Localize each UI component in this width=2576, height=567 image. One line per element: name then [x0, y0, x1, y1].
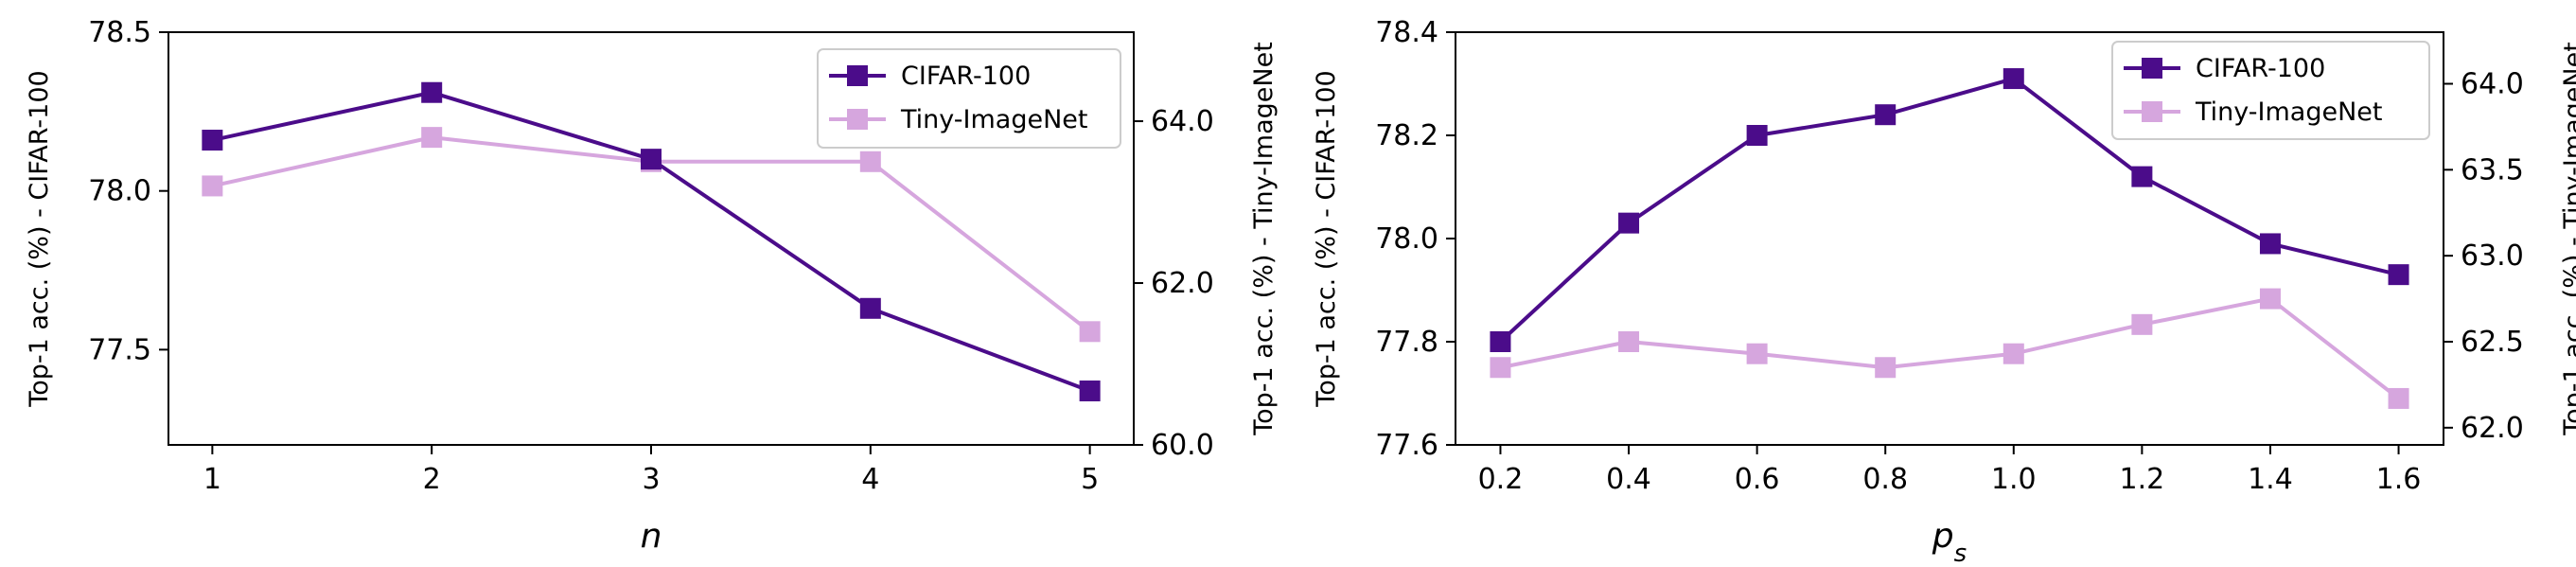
data-point: [2003, 343, 2024, 364]
x-tick-label: 1.0: [1991, 463, 2037, 496]
data-point: [2259, 288, 2281, 310]
series-cifar-100: [202, 81, 1101, 401]
data-point: [1875, 357, 1897, 379]
series-line: [1500, 296, 2400, 400]
y-right-tick-label: 64.0: [1151, 105, 1214, 138]
legend: CIFAR-100 Tiny-ImageNet: [2111, 41, 2430, 140]
data-point: [421, 127, 443, 149]
y-left-axis-label: Top-1 acc. (%) - CIFAR-100: [25, 70, 54, 407]
x-axis-label: ps: [1932, 517, 1967, 562]
data-point: [1618, 331, 1640, 352]
x-tick-label: 3: [642, 463, 660, 496]
data-point: [2388, 387, 2409, 409]
chart-1: 1 2 3 4 5 77.5 78.0 78.5 60.0 62.0 64.0 Top-1 acc. …: [25, 16, 1279, 556]
y-right-tick-label: 63.0: [2461, 239, 2524, 273]
series-line: [1499, 77, 2400, 344]
data-point: [1618, 212, 1640, 234]
legend-marker: [847, 109, 868, 130]
y-right-tick-label: 62.0: [1151, 267, 1214, 300]
legend-marker: [2142, 101, 2162, 122]
y-left-tick-label: 77.5: [88, 333, 151, 366]
data-point: [2388, 264, 2409, 286]
data-point: [641, 149, 662, 170]
data-point: [859, 151, 881, 172]
data-point: [1875, 104, 1897, 126]
legend-label: CIFAR-100: [2196, 54, 2325, 83]
chart-2: 0.2 0.4 0.6 0.8 1.0 1.2 1.4 1.6 77.6 77.8 78.0 78.2…: [1312, 16, 2576, 567]
data-point: [859, 297, 881, 319]
y-right-tick-label: 64.0: [2461, 68, 2524, 101]
legend-box: [817, 48, 1121, 149]
y-right-axis-label: Top-1 acc. (%) - Tiny-ImageNet: [2559, 42, 2576, 436]
y-right-tick-label: 63.5: [2461, 153, 2524, 186]
x-tick-label: 5: [1081, 463, 1099, 496]
data-point: [2259, 233, 2281, 255]
legend-marker: [847, 65, 868, 86]
data-point: [1746, 125, 1768, 146]
x-tick-label: 1: [203, 463, 221, 496]
x-tick-label: 4: [861, 463, 879, 496]
y-right-tick-label: 62.5: [2461, 326, 2524, 359]
y-right-tick-label: 62.0: [2461, 412, 2524, 445]
x-tick-label: 0.2: [1478, 463, 1524, 496]
legend-label: Tiny-ImageNet: [2195, 97, 2382, 127]
legend-marker: [2142, 58, 2162, 79]
x-axis-label: n: [641, 517, 662, 556]
data-point: [2131, 166, 2153, 187]
y-left-axis-label: Top-1 acc. (%) - CIFAR-100: [1312, 70, 1341, 407]
x-tick-label: 0.8: [1862, 463, 1908, 496]
x-tick-label: 2: [423, 463, 441, 496]
x-tick-label: 0.4: [1606, 463, 1651, 496]
x-tick-label: 1.4: [2248, 463, 2293, 496]
data-point: [2131, 313, 2153, 335]
x-tick-label: 1.2: [2120, 463, 2165, 496]
data-point: [202, 130, 223, 151]
y-left-tick-label: 78.4: [1375, 16, 1438, 49]
data-point: [2003, 68, 2024, 90]
data-point: [1490, 357, 1511, 379]
legend: CIFAR-100 Tiny-ImageNet: [817, 48, 1121, 149]
data-point: [1746, 343, 1768, 364]
y-left-tick-label: 78.0: [88, 175, 151, 208]
data-point: [1490, 331, 1511, 352]
x-tick-label: 1.6: [2376, 463, 2422, 496]
legend-label: Tiny-ImageNet: [900, 105, 1087, 134]
legend-box: [2111, 41, 2430, 140]
y-left-tick-label: 77.8: [1375, 326, 1438, 359]
y-left-tick-label: 78.5: [88, 16, 151, 49]
data-point: [421, 81, 443, 103]
y-right-axis-label: Top-1 acc. (%) - Tiny-ImageNet: [1249, 42, 1279, 436]
y-left-tick-label: 78.0: [1375, 222, 1438, 256]
legend-label: CIFAR-100: [901, 62, 1031, 91]
x-tick-label: 0.6: [1735, 463, 1780, 496]
y-right-tick-label: 60.0: [1151, 429, 1214, 462]
y-left-tick-label: 77.6: [1375, 429, 1438, 462]
x-axis-label-subscript: s: [1954, 540, 1967, 562]
y-left-tick-label: 78.2: [1375, 119, 1438, 152]
data-point: [1079, 321, 1101, 343]
series-tiny-imagenet: [1490, 288, 2409, 409]
series-cifar-100: [1490, 68, 2409, 352]
data-point: [202, 175, 223, 197]
data-point: [1079, 380, 1101, 401]
